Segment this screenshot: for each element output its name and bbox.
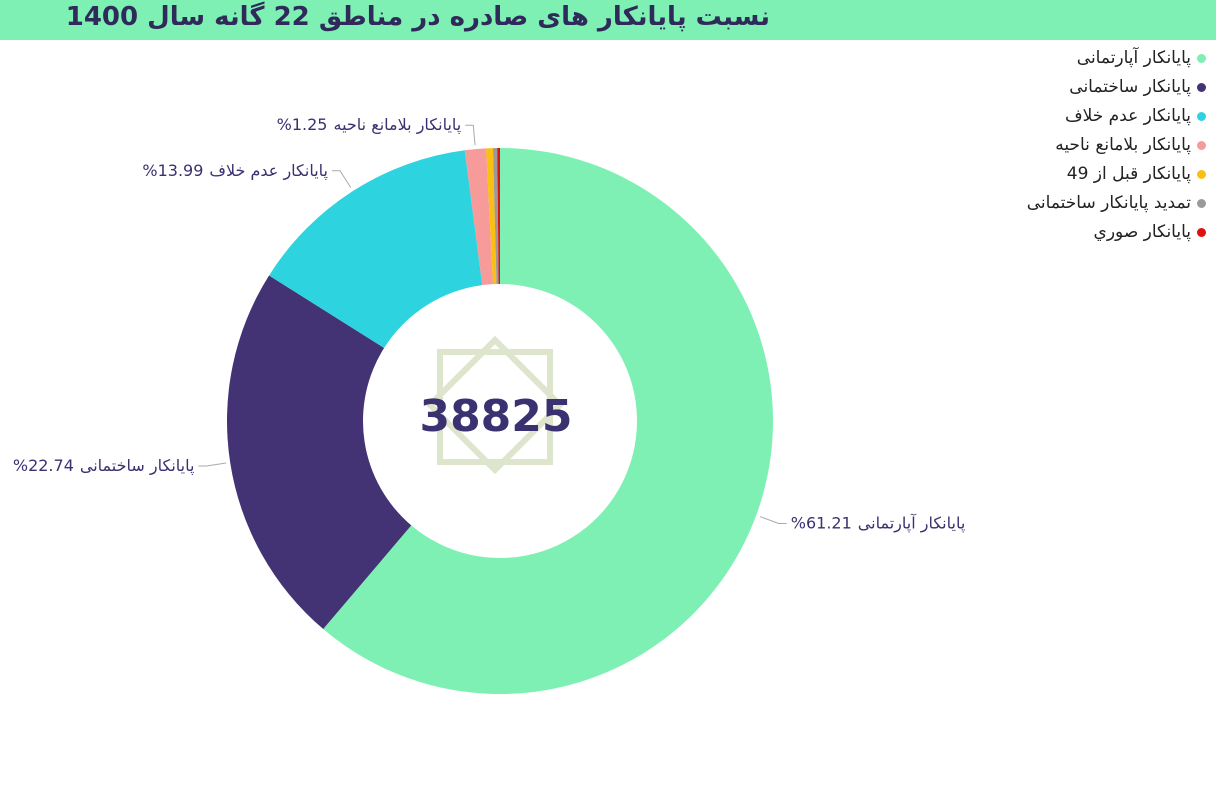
legend-label: تمدید پایانکار ساختمانی xyxy=(1026,193,1191,213)
legend-swatch xyxy=(1197,170,1206,179)
legend-label: پایانکار قبل از 49 xyxy=(1066,164,1191,184)
legend-item[interactable]: تمدید پایانکار ساختمانی xyxy=(1027,189,1206,218)
data-label-value: 61.21% xyxy=(791,513,852,532)
legend-label: پایانکار عدم خلاف xyxy=(1064,106,1191,126)
legend-item[interactable]: پایانکار قبل از 49 xyxy=(1027,160,1206,189)
data-label: پایانکار آپارتمانی 61.21% xyxy=(791,513,966,533)
donut-slice xyxy=(226,275,412,630)
leader-line xyxy=(759,516,787,524)
donut-slice xyxy=(323,148,773,694)
donut-slice xyxy=(269,150,483,348)
data-label-name: پایانکار عدم خلاف xyxy=(209,160,328,180)
legend-item[interactable]: پایانکار عدم خلاف xyxy=(1027,102,1206,131)
legend-label: پایانکار ساختمانی xyxy=(1069,77,1191,97)
legend-label: پایانکار بلامانع ناحیه xyxy=(1055,135,1191,155)
data-label-name: پایانکار بلامانع ناحیه xyxy=(333,115,461,135)
legend-item[interactable]: پایانکار بلامانع ناحیه xyxy=(1027,131,1206,160)
donut-slice xyxy=(464,148,494,286)
data-label: پایانکار عدم خلاف 13.99% xyxy=(142,160,328,180)
legend-item[interactable]: پایانکار ساختمانی xyxy=(1027,73,1206,102)
legend-item[interactable]: پایانکار آپارتمانی xyxy=(1027,44,1206,73)
legend-swatch xyxy=(1197,112,1206,121)
donut-slice xyxy=(492,148,499,285)
legend-swatch xyxy=(1197,141,1206,150)
title-bar: نسبت پایانکار های صادره در مناطق 22 گانه… xyxy=(0,0,1216,40)
data-label-name: پایانکار آپارتمانی xyxy=(858,513,966,533)
data-label-value: 13.99% xyxy=(142,160,203,179)
legend-label: پایانکار آپارتمانی xyxy=(1076,48,1191,68)
donut-slice xyxy=(486,148,497,285)
chart-title: نسبت پایانکار های صادره در مناطق 22 گانه… xyxy=(65,2,770,32)
legend-swatch xyxy=(1197,83,1206,92)
legend-swatch xyxy=(1197,228,1206,237)
data-label: پایانکار ساختمانی 22.74% xyxy=(13,455,195,475)
leader-line xyxy=(331,170,352,188)
legend: پایانکار آپارتمانی پایانکار ساختمانی پایان… xyxy=(1027,44,1206,247)
data-label-name: پایانکار ساختمانی xyxy=(80,455,195,475)
leader-line xyxy=(198,462,227,467)
legend-item[interactable]: پایانکار صوري xyxy=(1027,218,1206,247)
leader-line xyxy=(465,124,476,146)
center-label: 38825 xyxy=(419,391,572,442)
legend-label: پایانکار صوري xyxy=(1093,222,1191,242)
watermark xyxy=(425,335,565,475)
data-label: پایانکار بلامانع ناحیه 1.25% xyxy=(277,115,462,135)
donut-slice xyxy=(497,148,500,285)
data-label-value: 22.74% xyxy=(13,455,74,474)
data-label-value: 1.25% xyxy=(277,115,328,134)
legend-swatch xyxy=(1197,54,1206,63)
legend-swatch xyxy=(1197,199,1206,208)
